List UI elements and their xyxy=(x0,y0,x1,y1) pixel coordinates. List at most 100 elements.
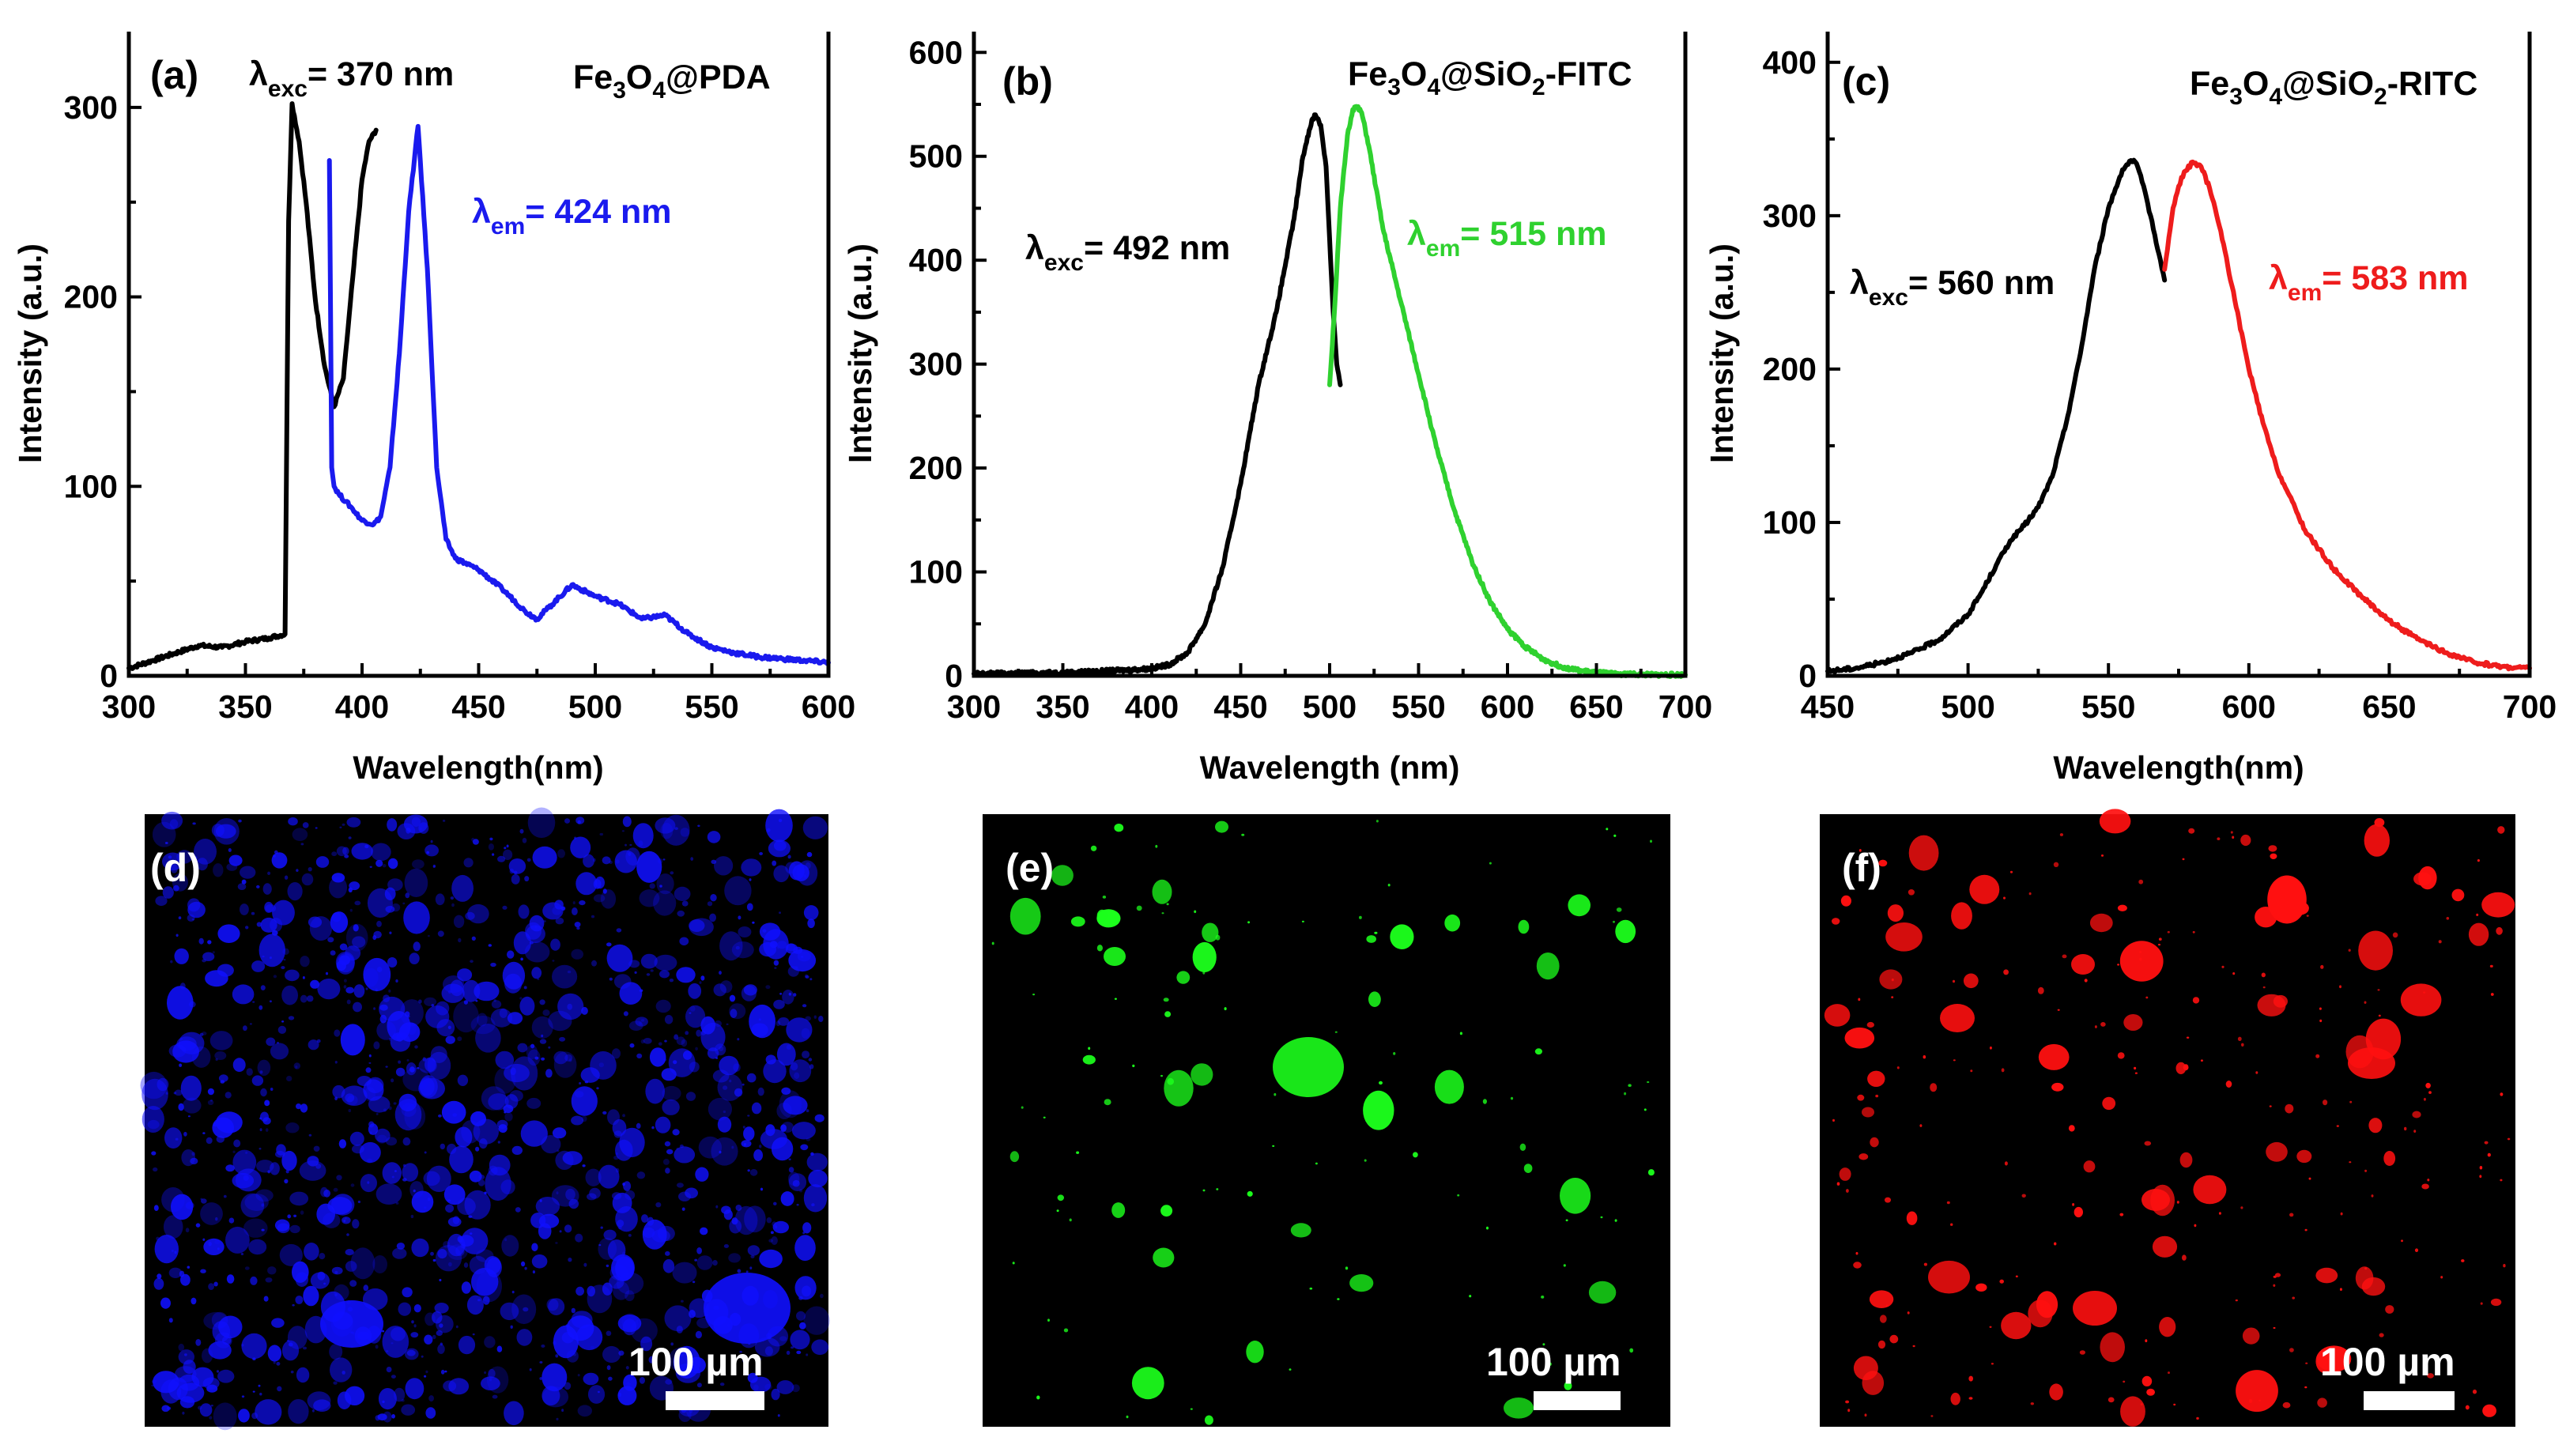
particle xyxy=(1866,1021,1874,1028)
particle xyxy=(689,919,705,932)
particle xyxy=(178,1343,185,1352)
particle xyxy=(552,906,562,915)
particle xyxy=(2269,1105,2272,1107)
particle xyxy=(636,1171,646,1179)
panel-label-d: (d) xyxy=(150,846,201,890)
particle xyxy=(332,1084,345,1099)
particle xyxy=(488,944,492,947)
particle xyxy=(405,1348,419,1360)
particle xyxy=(2292,1296,2295,1299)
particle xyxy=(288,1399,309,1424)
particle xyxy=(457,968,473,982)
particle xyxy=(1368,991,1381,1007)
particle xyxy=(368,1062,372,1064)
particle xyxy=(1364,1159,1367,1162)
particle xyxy=(2051,1082,2064,1092)
particle xyxy=(470,1232,473,1235)
particle xyxy=(1204,1415,1213,1425)
particle xyxy=(793,946,803,955)
particle xyxy=(1565,1219,1568,1222)
particle xyxy=(737,1269,741,1273)
subscript: em xyxy=(491,213,525,240)
particle xyxy=(749,878,752,881)
particle xyxy=(434,1303,449,1314)
particle xyxy=(300,1210,304,1215)
particle xyxy=(600,1226,603,1229)
particle xyxy=(403,901,430,934)
x-tick-label-c: 550 xyxy=(2081,688,2135,725)
particle xyxy=(554,900,564,910)
particle xyxy=(575,1286,584,1296)
particle xyxy=(342,823,345,826)
particle xyxy=(782,990,794,1005)
particle xyxy=(257,1059,271,1077)
particle xyxy=(636,851,662,883)
particle xyxy=(1136,905,1142,911)
particle xyxy=(577,1374,580,1377)
particle xyxy=(317,979,341,1000)
particle xyxy=(245,926,249,930)
particle xyxy=(625,1290,635,1302)
particle xyxy=(198,1405,202,1410)
particle xyxy=(677,910,685,917)
particle xyxy=(1349,1274,1374,1292)
particle xyxy=(375,1113,379,1115)
particle xyxy=(349,1280,357,1287)
particle xyxy=(555,1242,558,1244)
particle xyxy=(707,1047,719,1059)
particle xyxy=(2479,1166,2483,1170)
particle xyxy=(313,1399,331,1412)
particle xyxy=(302,976,305,979)
particle-cluster xyxy=(2348,1047,2395,1079)
particle xyxy=(174,948,189,964)
x-tick-label-a: 500 xyxy=(568,688,622,725)
particle xyxy=(2140,1403,2143,1406)
particle xyxy=(2438,940,2442,944)
particle xyxy=(766,828,771,832)
particle xyxy=(721,1205,731,1214)
particle xyxy=(1152,879,1172,904)
particle xyxy=(445,1035,455,1044)
particle xyxy=(2446,917,2450,920)
particle xyxy=(696,1247,702,1254)
particle xyxy=(1272,1145,1275,1147)
particle xyxy=(802,1232,806,1235)
particle xyxy=(187,1115,191,1118)
particle xyxy=(310,979,320,989)
particle xyxy=(296,1103,302,1110)
particle xyxy=(447,1233,466,1257)
particle xyxy=(672,1262,697,1284)
particle xyxy=(747,1115,750,1117)
particle xyxy=(2364,1169,2368,1172)
particle xyxy=(1836,1182,1840,1186)
particle xyxy=(240,866,256,879)
particle xyxy=(191,1297,197,1305)
annotation-em-c: λem= 583 nm xyxy=(2269,259,2469,306)
particle xyxy=(2484,1141,2489,1145)
particle xyxy=(776,1102,792,1119)
particle xyxy=(481,1376,500,1390)
x-tick-label-c: 700 xyxy=(2503,688,2557,725)
particle xyxy=(202,952,215,961)
particle xyxy=(2003,969,2009,975)
particle xyxy=(636,1122,641,1129)
particle xyxy=(689,1012,692,1014)
particle xyxy=(171,1194,194,1220)
particle xyxy=(1069,1218,1072,1222)
particle xyxy=(741,858,762,877)
particle xyxy=(2175,1062,2187,1074)
particle xyxy=(507,1012,523,1024)
particle xyxy=(346,817,361,828)
particle xyxy=(178,1103,184,1111)
annotation-em-b: λem= 515 nm xyxy=(1407,215,1607,262)
particle xyxy=(353,1001,362,1013)
particle xyxy=(430,839,433,843)
particle xyxy=(2123,1380,2126,1383)
particle xyxy=(564,1224,572,1233)
particle xyxy=(729,1079,732,1083)
particle xyxy=(2316,1345,2352,1372)
particle xyxy=(696,1029,702,1037)
particle xyxy=(555,917,564,925)
particle xyxy=(677,1347,685,1357)
t1: Fe xyxy=(1348,55,1387,93)
